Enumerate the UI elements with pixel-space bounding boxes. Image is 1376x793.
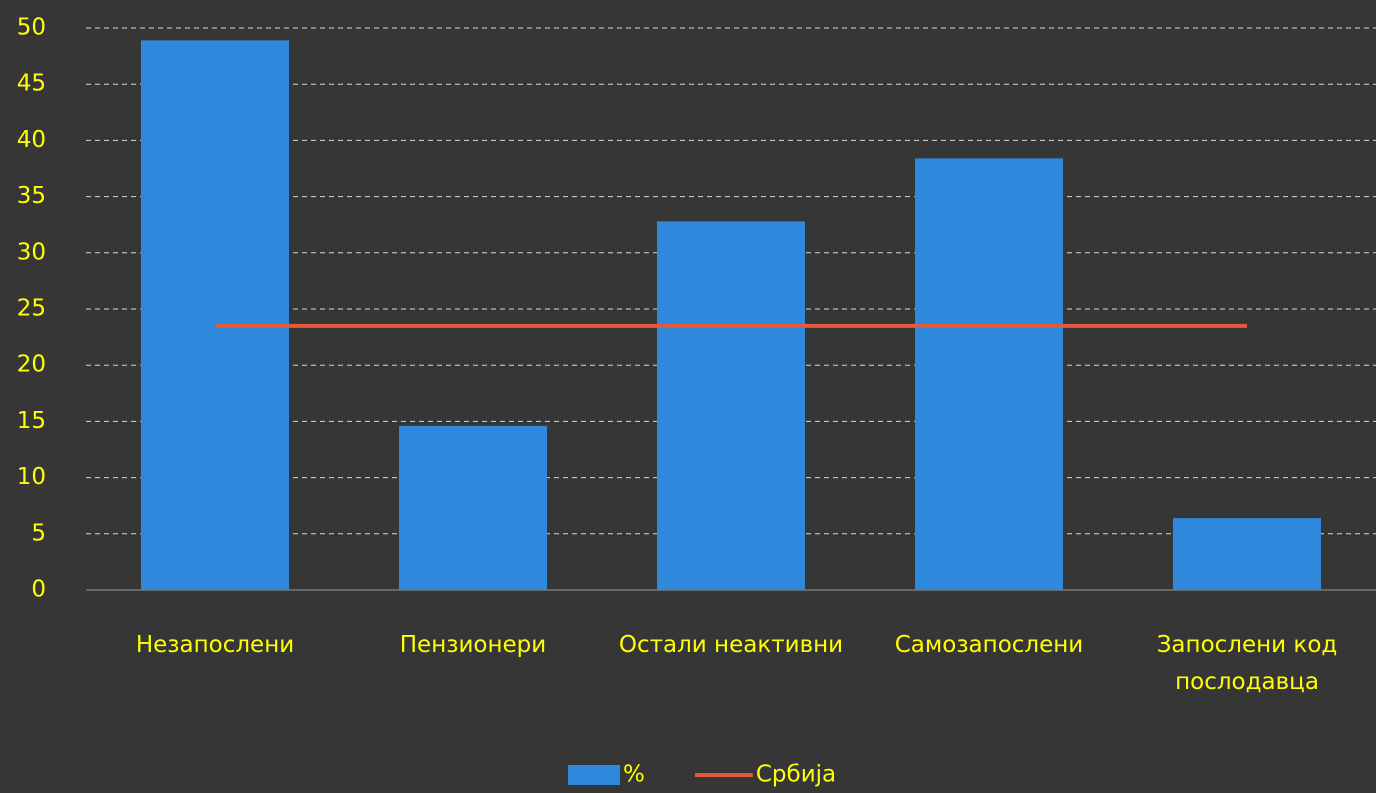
x-tick-label: Незапослени — [135, 632, 295, 658]
x-tick-label: Пензионери — [399, 632, 547, 658]
y-tick-label: 30 — [17, 239, 46, 265]
y-tick-label: 10 — [17, 464, 46, 490]
bar — [1173, 518, 1321, 590]
y-tick-label: 20 — [17, 352, 46, 378]
y-tick-label: 5 — [31, 520, 46, 546]
y-tick-label: 45 — [17, 71, 46, 97]
bar — [657, 221, 805, 590]
y-tick-label: 50 — [17, 15, 46, 41]
bar — [915, 158, 1063, 590]
x-tick-label: Остали неактивни — [618, 632, 844, 658]
legend-label: Србија — [756, 762, 836, 788]
bar — [399, 425, 547, 590]
y-tick-label: 35 — [17, 183, 46, 209]
x-tick-label: Самозапослени — [894, 632, 1084, 658]
y-tick-label: 40 — [17, 127, 46, 153]
y-tick-label: 15 — [17, 408, 46, 434]
bar — [141, 40, 289, 590]
legend-label: % — [623, 762, 645, 788]
legend-swatch — [568, 765, 620, 785]
x-tick-label: Запослени код послодавца — [1156, 632, 1338, 695]
y-tick-label: 25 — [17, 296, 46, 322]
y-tick-label: 0 — [31, 577, 46, 603]
